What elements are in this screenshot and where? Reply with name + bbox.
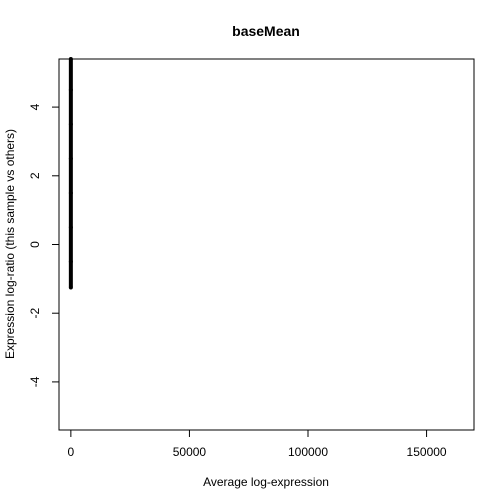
data-point — [68, 225, 73, 230]
data-point — [68, 259, 73, 264]
x-axis: 0 50000 100000 150000 — [68, 429, 447, 459]
y-tick-label: -4 — [28, 376, 42, 387]
y-axis: -4 -2 0 2 4 — [28, 103, 60, 387]
y-tick-label: 0 — [28, 241, 42, 248]
y-axis-label: Expression log-ratio (this sample vs oth… — [3, 129, 17, 359]
x-tick-label: 150000 — [407, 445, 447, 459]
x-tick-label: 50000 — [173, 445, 207, 459]
x-tick-label: 100000 — [288, 445, 328, 459]
data-point — [68, 57, 73, 61]
data-points — [68, 57, 73, 290]
chart-title: baseMean — [232, 23, 300, 39]
data-point — [68, 122, 73, 127]
y-tick-label: 2 — [28, 172, 42, 179]
y-tick-label: 4 — [28, 103, 42, 110]
data-point — [68, 285, 73, 290]
x-tick-label: 0 — [68, 445, 75, 459]
data-point — [68, 87, 73, 92]
y-tick-label: -2 — [28, 308, 42, 319]
x-axis-label: Average log-expression — [203, 475, 329, 489]
data-point — [68, 190, 73, 195]
data-point — [68, 156, 73, 161]
